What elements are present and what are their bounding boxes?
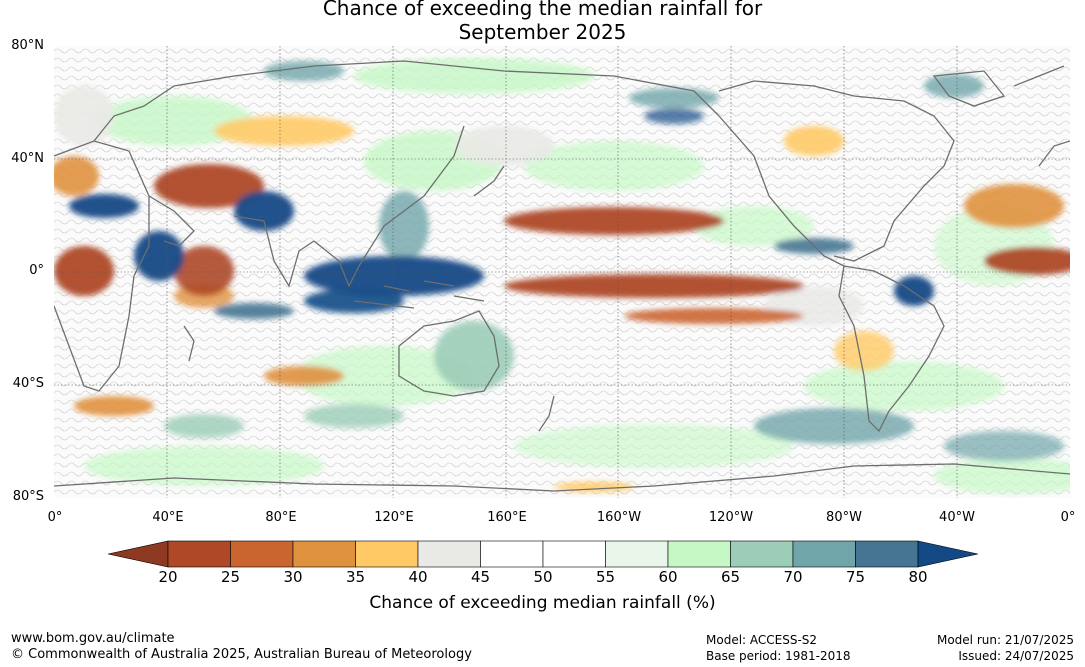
colorbar-tick-55: 55 (595, 568, 616, 586)
coastlines (54, 60, 1070, 492)
base-period: Base period: 1981-2018 (706, 649, 851, 663)
colorbar-bin-high (917, 540, 978, 568)
lat-label-80s: 80°S (12, 489, 44, 504)
issued-date: Issued: 24/07/2025 (958, 649, 1074, 663)
rainfall-field (54, 58, 1070, 494)
colorbar-tick-65: 65 (720, 568, 741, 586)
colorbar-bin-50-55 (542, 540, 606, 568)
copyright-text: © Commonwealth of Australia 2025, Austra… (11, 647, 472, 662)
gridlines (54, 46, 1070, 498)
colorbar-tick-25: 25 (220, 568, 241, 586)
lon-label-40e: 40°E (152, 510, 184, 525)
colorbar-tick-35: 35 (345, 568, 366, 586)
lon-label-0: 0° (47, 510, 63, 525)
lon-label-160e: 160°E (487, 510, 527, 525)
rainfall-map-svg (54, 46, 1070, 498)
lat-label-80n: 80°N (11, 38, 44, 53)
title-line-2: September 2025 (458, 20, 627, 44)
colorbar-tick-70: 70 (783, 568, 803, 586)
colorbar-tick-50: 50 (533, 568, 553, 586)
colorbar (108, 540, 978, 568)
colorbar-bin-55-60 (605, 540, 669, 568)
title-line-1: Chance of exceeding the median rainfall … (322, 0, 763, 20)
lat-label-equator: 0° (29, 263, 44, 278)
lon-label-80w: 80°W (826, 510, 862, 525)
colorbar-bin-45-50 (480, 540, 544, 568)
colorbar-bin-35-40 (355, 540, 419, 568)
colorbar-bin-40-45 (417, 540, 481, 568)
lat-label-40n: 40°N (11, 151, 44, 166)
map-title: Chance of exceeding the median rainfall … (0, 0, 1085, 44)
colorbar-tick-40: 40 (408, 568, 428, 586)
lon-label-80e: 80°E (265, 510, 297, 525)
lon-label-120w: 120°W (708, 510, 754, 525)
colorbar-tick-45: 45 (470, 568, 491, 586)
colorbar-tick-75: 75 (845, 568, 866, 586)
colorbar-bin-25-30 (230, 540, 294, 568)
lon-label-120e: 120°E (374, 510, 414, 525)
lat-label-40s: 40°S (12, 376, 44, 391)
colorbar-bin-70-75 (792, 540, 856, 568)
colorbar-tick-80: 80 (908, 568, 928, 586)
colorbar-bin-20-25 (167, 540, 231, 568)
website-link[interactable]: www.bom.gov.au/climate (11, 631, 175, 646)
colorbar-tick-60: 60 (658, 568, 678, 586)
lon-label-160w: 160°W (596, 510, 642, 525)
colorbar-bin-75-80 (855, 540, 919, 568)
model-name: Model: ACCESS-S2 (706, 633, 818, 647)
rainfall-map (54, 46, 1070, 498)
colorbar-bin-low (108, 540, 169, 568)
colorbar-tick-20: 20 (158, 568, 178, 586)
colorbar-bin-30-35 (292, 540, 356, 568)
model-run-date: Model run: 21/07/2025 (936, 633, 1074, 647)
colorbar-bin-60-65 (667, 540, 731, 568)
colorbar-tick-30: 30 (283, 568, 303, 586)
lon-label-40w: 40°W (939, 510, 975, 525)
lon-label-0-east: 0° (1060, 510, 1076, 525)
colorbar-bin-65-70 (730, 540, 794, 568)
colorbar-label: Chance of exceeding median rainfall (%) (369, 593, 716, 613)
